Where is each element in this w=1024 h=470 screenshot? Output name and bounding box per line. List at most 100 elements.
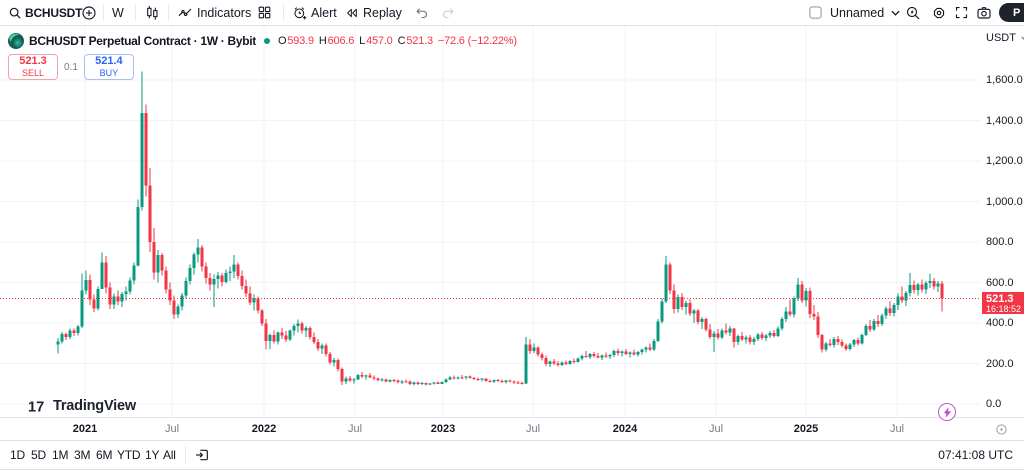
candle <box>864 324 868 337</box>
candle <box>460 375 464 379</box>
layout-templates-button[interactable] <box>257 0 272 25</box>
camera-icon <box>977 6 991 19</box>
candle <box>136 199 140 267</box>
candle <box>92 294 96 312</box>
publish-button[interactable]: P <box>999 3 1024 22</box>
currency-label: USDT <box>986 32 1016 44</box>
buy-button[interactable]: 521.4 BUY <box>83 54 134 80</box>
instant-trading-button[interactable] <box>938 403 956 421</box>
candle <box>840 339 844 348</box>
price-tick: 1,400.0 <box>986 114 1023 127</box>
candle <box>344 376 348 385</box>
range-button-6m[interactable]: 6M <box>96 447 113 462</box>
candle <box>816 311 820 339</box>
range-button-ytd[interactable]: YTD <box>117 447 141 462</box>
candle <box>508 379 512 383</box>
candle <box>128 277 132 295</box>
candle <box>492 379 496 383</box>
candle <box>444 378 448 383</box>
candle <box>520 381 524 385</box>
market-status-dot[interactable] <box>263 38 270 44</box>
candle <box>788 299 792 317</box>
range-button-5d[interactable]: 5D <box>31 447 46 462</box>
candle <box>204 262 208 284</box>
candle <box>236 262 240 280</box>
candle <box>748 335 752 345</box>
candle <box>380 378 384 382</box>
candle <box>692 308 696 323</box>
undo-button[interactable] <box>414 0 429 25</box>
candle <box>104 256 108 294</box>
tradingview-logo[interactable]: 17 TradingView <box>28 398 136 414</box>
quick-search-button[interactable] <box>905 0 921 25</box>
range-button-1d[interactable]: 1D <box>10 447 25 462</box>
price-axis-currency[interactable]: USDT <box>986 32 1024 44</box>
candle <box>396 379 400 384</box>
bar-countdown: 16:18:52 <box>986 304 1022 314</box>
redo-button[interactable] <box>441 0 456 25</box>
candle <box>608 353 612 360</box>
alert-label[interactable]: Alert <box>311 5 337 20</box>
time-axis-settings-button[interactable] <box>995 423 1008 441</box>
candle <box>472 376 476 381</box>
symbol-title[interactable]: BCHUSDT Perpetual Contract · 1W · Bybit <box>29 34 256 48</box>
screenshot-button[interactable] <box>976 0 992 25</box>
candle <box>72 328 76 336</box>
candle <box>280 328 284 339</box>
go-to-date-button[interactable] <box>194 441 210 468</box>
candle <box>404 379 408 383</box>
candle <box>568 359 572 365</box>
indicators-label[interactable]: Indicators <box>197 5 252 20</box>
candle <box>872 318 876 332</box>
sell-button[interactable]: 521.3 SELL <box>8 54 58 80</box>
ohlc-values: O593.9 H606.6 L457.0 C521.3 −72.6 (−12.2… <box>277 35 517 47</box>
layout-save-checkbox[interactable] <box>808 0 823 25</box>
compare-add-symbol-button[interactable] <box>81 0 97 25</box>
time-axis[interactable]: 2021 Jul 2022 Jul 2023 Jul 2024 Jul 2025 Jul <box>0 417 1024 441</box>
range-button-all[interactable]: All <box>163 447 176 462</box>
candle <box>808 287 812 318</box>
chart-style-button[interactable] <box>144 0 160 25</box>
layout-menu-caret[interactable] <box>891 0 900 25</box>
symbol-search-button[interactable] <box>8 0 22 25</box>
range-button-1m[interactable]: 1M <box>52 447 69 462</box>
candle <box>180 293 184 311</box>
layout-name-button[interactable]: Unnamed <box>830 5 885 20</box>
fullscreen-button[interactable] <box>954 0 969 25</box>
candle <box>776 326 780 338</box>
candle <box>828 338 832 347</box>
candle <box>896 293 900 310</box>
time-tick: 2022 <box>251 423 277 435</box>
chart-pane[interactable]: USDT 1,600.0 1,400.0 1,200.0 1,000.0 800.0 60… <box>0 25 1024 421</box>
svg-text:17: 17 <box>28 399 44 414</box>
candle <box>752 337 756 345</box>
price-chart[interactable] <box>0 25 981 417</box>
candle <box>836 336 840 345</box>
range-button-1y[interactable]: 1Y <box>145 447 160 462</box>
candle <box>924 280 928 295</box>
range-button-3m[interactable]: 3M <box>74 447 91 462</box>
price-axis[interactable]: USDT 1,600.0 1,400.0 1,200.0 1,000.0 800.0 60… <box>982 25 1024 417</box>
candle <box>728 326 732 337</box>
candle <box>200 245 204 272</box>
replay-button[interactable] <box>344 0 360 25</box>
replay-label[interactable]: Replay <box>363 5 402 20</box>
candle <box>724 323 728 335</box>
candle <box>908 272 912 297</box>
candle <box>264 318 268 350</box>
indicators-button[interactable] <box>177 0 193 25</box>
symbol-search-input[interactable]: BCHUSDT <box>25 5 83 20</box>
candle-series <box>56 71 944 386</box>
candle <box>140 71 144 211</box>
candle <box>576 357 580 363</box>
close-value: 521.3 <box>406 35 433 47</box>
candle <box>232 254 236 279</box>
alert-button[interactable] <box>292 0 308 25</box>
candle <box>820 334 824 353</box>
settings-button[interactable] <box>931 0 947 25</box>
candle <box>164 266 168 294</box>
interval-button[interactable]: W <box>112 5 124 20</box>
clock-utc[interactable]: 07:41:08 UTC <box>938 447 1013 462</box>
candle <box>452 375 456 380</box>
candle <box>336 358 340 372</box>
